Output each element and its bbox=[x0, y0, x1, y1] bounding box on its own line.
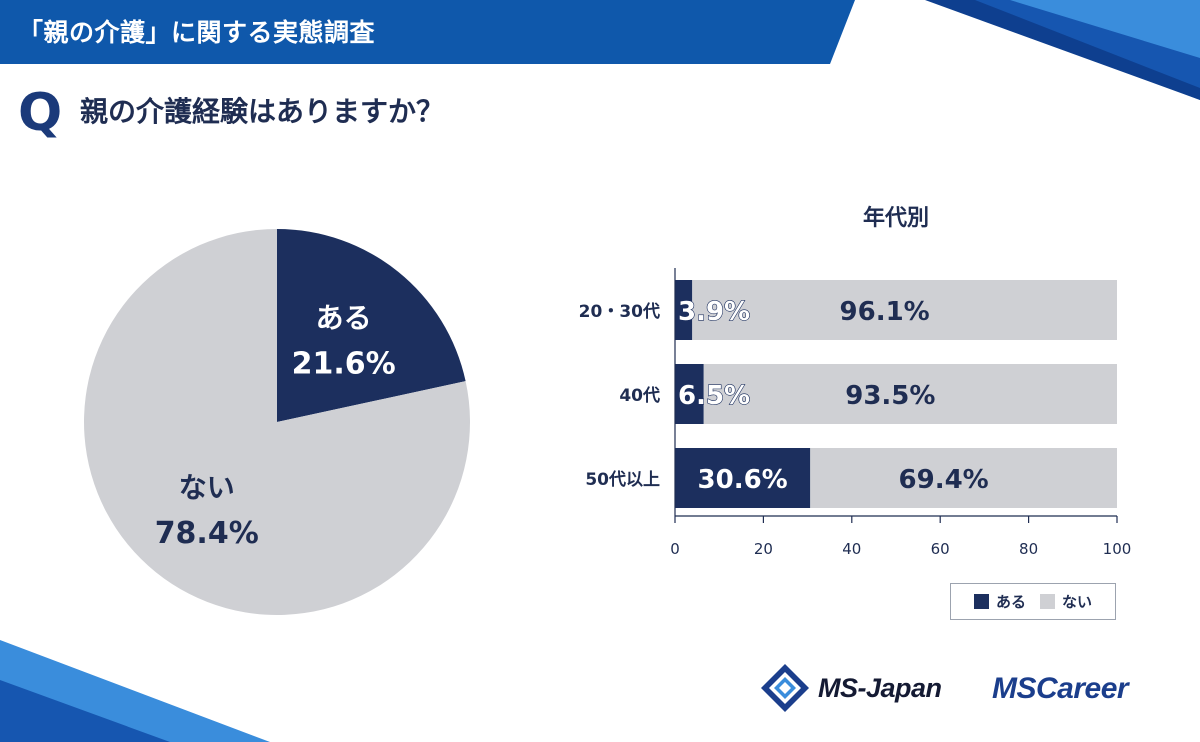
category-label: 50代以上 bbox=[585, 469, 660, 490]
bar-segment-aru bbox=[675, 280, 693, 340]
pie-slice-label: ない bbox=[179, 471, 235, 504]
category-label: 40代 bbox=[619, 385, 660, 406]
ms-japan-logo: MS-Japan bbox=[760, 660, 942, 716]
bottom-left-stripe-dark bbox=[0, 680, 170, 742]
bar-segment-aru bbox=[675, 364, 704, 424]
header-banner bbox=[0, 0, 855, 64]
pie-slice bbox=[277, 229, 466, 422]
bar-segment-nai bbox=[810, 448, 1117, 508]
legend-label-aru: ある bbox=[995, 593, 1026, 611]
pie-slice bbox=[84, 228, 471, 615]
bar-chart-title: 年代別 bbox=[863, 205, 929, 231]
category-label: 20・30代 bbox=[579, 301, 660, 322]
bar-value-label-aru: 3.9% bbox=[678, 297, 750, 327]
legend-label-nai: ない bbox=[1062, 593, 1093, 611]
pie-chart: ある 21.6% ない 78.4% bbox=[84, 228, 471, 615]
legend-swatch-aru bbox=[973, 594, 989, 609]
bar-segment-nai bbox=[703, 364, 1117, 424]
bar-value-label-nai: 93.5% bbox=[845, 381, 935, 411]
bar-value-label-aru: 30.6% bbox=[698, 465, 788, 495]
x-tick-label: 80 bbox=[1019, 540, 1038, 558]
top-right-stripe-light bbox=[1010, 0, 1200, 58]
stacked-bar-chart: 年代別 20・30代 3.9% 96.1% 40代 6.5% 93.5% 50代以上 30.6%… bbox=[579, 205, 1132, 558]
chart-legend: ある ない bbox=[950, 583, 1116, 620]
x-tick-label: 20 bbox=[754, 540, 773, 558]
pie-slice-value: 78.4% bbox=[155, 516, 259, 551]
x-tick-label: 60 bbox=[931, 540, 950, 558]
ms-japan-emblem-icon bbox=[761, 664, 809, 712]
bar-value-label-nai: 96.1% bbox=[840, 297, 930, 327]
x-tick-label: 0 bbox=[670, 540, 680, 558]
pie-slice-label: ある bbox=[316, 301, 372, 334]
bar-segment-aru bbox=[675, 448, 811, 508]
bar-value-label-nai: 69.4% bbox=[899, 465, 989, 495]
question-text: 親の介護経験はありますか？ bbox=[80, 95, 445, 128]
ms-career-logo: MSCareer bbox=[992, 672, 1129, 705]
bar-segment-nai bbox=[692, 280, 1117, 340]
pie-slice-value: 21.6% bbox=[292, 346, 396, 381]
legend-swatch-nai bbox=[1040, 594, 1055, 609]
question-mark-icon: Q bbox=[18, 83, 63, 143]
legend-item-aru: ある bbox=[973, 591, 1026, 612]
top-right-stripe-navy bbox=[925, 0, 1200, 100]
x-tick-label: 100 bbox=[1103, 540, 1132, 558]
bar-value-label-aru: 6.5% bbox=[678, 381, 750, 411]
x-tick-label: 40 bbox=[842, 540, 861, 558]
legend-item-nai: ない bbox=[1040, 591, 1092, 612]
page-banner-title: 「親の介護」に関する実態調査 bbox=[18, 18, 376, 47]
ms-japan-wordmark: MS-Japan bbox=[818, 672, 942, 703]
